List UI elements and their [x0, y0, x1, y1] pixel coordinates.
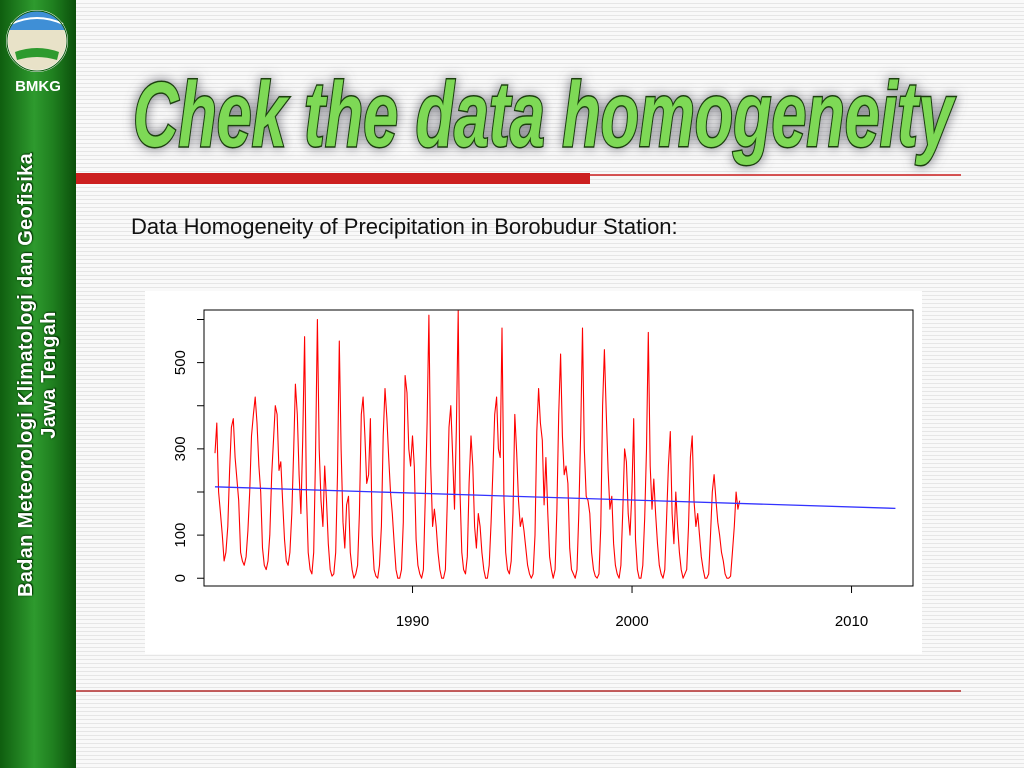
top-divider — [76, 173, 961, 184]
org-abbreviation: BMKG — [15, 78, 61, 95]
org-name-line-1: Badan Meteorologi Klimatologi dan Geofis… — [15, 152, 37, 598]
precipitation-series-line — [214, 310, 741, 579]
precipitation-chart: 0 100 300 500 1990 2000 2010 — [172, 309, 914, 630]
plot-frame — [203, 309, 914, 587]
y-tick-label-1: 100 — [172, 523, 189, 548]
y-tick-label-3: 500 — [172, 350, 189, 375]
bmkg-logo — [6, 10, 68, 72]
slide-title: Chek the data homogeneity — [133, 64, 956, 166]
x-tick-label-2: 2010 — [835, 613, 868, 630]
x-tick-label-1: 2000 — [615, 613, 648, 630]
slide-subtitle: Data Homogeneity of Precipitation in Bor… — [131, 214, 678, 239]
y-tick-label-2: 300 — [172, 436, 189, 461]
x-tick-label-0: 1990 — [396, 613, 429, 630]
y-tick-label-0: 0 — [172, 574, 189, 582]
org-name-line-2: Jawa Tengah — [38, 311, 60, 439]
org-name: Badan Meteorologi Klimatologi dan Geofis… — [3, 95, 73, 655]
chart-panel: 0 100 300 500 1990 2000 2010 — [145, 291, 922, 654]
bottom-divider — [76, 690, 961, 692]
slide-title-graphic: Chek the data homogeneity — [132, 63, 958, 168]
trend-line — [214, 486, 896, 510]
sidebar: BMKG Badan Meteorologi Klimatologi dan G… — [0, 0, 76, 768]
